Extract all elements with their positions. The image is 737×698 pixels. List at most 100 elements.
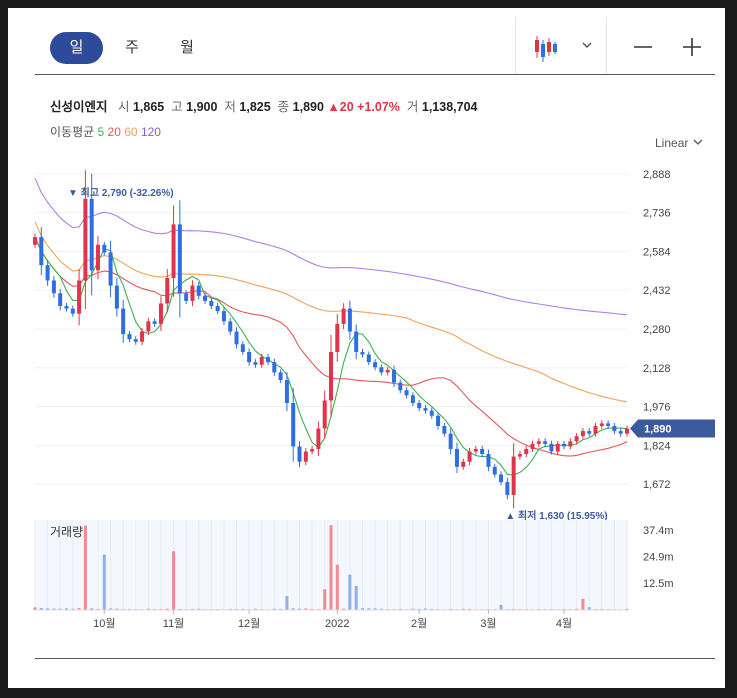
candle-body [366,354,371,363]
tab-month[interactable]: 월 [180,39,194,56]
volume-bar [127,608,131,610]
candle-body [165,277,170,304]
candle-body [543,441,548,444]
candle-body [184,293,189,301]
price-tick-label: 2,888 [643,169,671,181]
candle [127,331,132,343]
candle [429,407,434,419]
volume-bar [272,608,276,610]
volume-bar [52,608,56,610]
volume-bar [39,608,43,610]
candle-body [64,306,69,309]
candle-body [536,441,541,444]
volume-bar [96,608,100,610]
candle-body [410,395,415,404]
candle [158,296,163,332]
volume-bar [587,607,591,610]
volume-bar [241,608,245,610]
candle [461,458,466,470]
candle [612,422,617,435]
candle-body [404,390,409,396]
open-label: 시 [117,100,130,114]
price-summary: 신성이엔지 시 1,865 고 1,900 저 1,825 종 1,890 ▲2… [50,96,477,115]
plus-icon[interactable] [681,24,703,72]
candle-body [316,428,321,449]
candle-body [436,415,441,426]
candle-body [51,280,56,294]
volume-bar [329,525,333,610]
volume-bar [354,586,358,610]
candle [33,234,37,248]
candle-body [259,357,264,365]
open-value: 1,865 [132,100,165,114]
candle-body [373,362,378,368]
max-price-annotation: ▼ 최고 2,790 (-32.26%) [68,186,174,199]
candle-body [385,369,390,373]
candle-body [196,285,201,296]
candle [404,387,409,399]
volume-bar [499,604,503,610]
candle-body [492,466,497,475]
x-tick-label: 11월 [163,617,185,630]
candle [196,282,201,300]
volume-bar [423,608,427,610]
chart-panel: 일 주 월 신성이엔지 시 [8,8,725,688]
candle-body [146,321,151,332]
chevron-down-icon[interactable] [580,24,596,72]
period-tab-bar: 일 주 월 [8,8,725,74]
price-tick-label: 2,736 [643,208,671,220]
volume-bar [153,608,157,610]
current-price-label: 1,890 [644,424,672,436]
candle [221,307,226,325]
price-tick-label: 1,824 [643,440,671,452]
candle [272,358,277,376]
candle-body [612,425,617,432]
volume-bar [323,589,327,610]
ma-120: 120 [140,125,161,139]
candle [190,280,195,307]
minus-icon[interactable] [632,24,654,72]
candle [543,438,548,447]
candle-body [568,441,573,447]
candle [322,390,327,439]
candle-body [511,456,516,495]
candlestick-icon[interactable] [533,24,565,72]
candle [511,443,516,509]
candle-body [45,265,50,281]
volume-bar [298,608,302,610]
candle [580,428,585,440]
tab-day[interactable]: 일 [50,32,103,64]
candle-body [593,425,598,434]
volume-bar [279,608,283,610]
candle [555,440,560,455]
candle [499,471,504,486]
price-tick-label: 2,128 [643,363,671,375]
candle-body [599,423,604,426]
candle [536,438,541,447]
volume-bar [165,608,169,610]
tab-week[interactable]: 주 [125,39,139,56]
volume-bar [304,608,308,610]
candle-body [310,448,315,452]
candle [64,302,69,312]
candle-body [467,451,472,462]
volume-bar [285,596,289,610]
volume-bar [64,608,68,610]
candle-body [228,321,233,332]
volume-bar [581,598,585,610]
scale-selector[interactable]: Linear [655,136,704,150]
candle-body [360,351,365,355]
candle [587,428,592,437]
candle-body [221,311,226,322]
volume-bar [449,608,453,610]
volume-bar [310,608,314,610]
price-tick-label: 2,432 [643,285,671,297]
candle [184,290,189,304]
candle-body [278,372,283,381]
candle-body [448,433,453,449]
change-value: 20 [339,100,354,114]
volume-bar [379,608,383,610]
candle [467,447,472,466]
candle [354,324,359,360]
candle-body [335,323,340,352]
